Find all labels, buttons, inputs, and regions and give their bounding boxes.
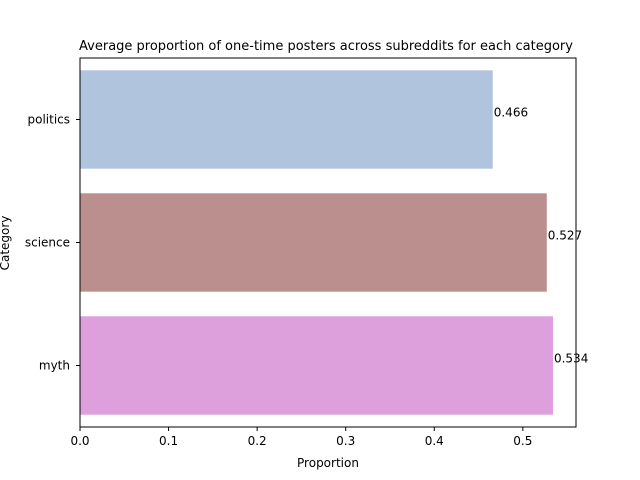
ticks-group: politics science myth 0.0 0.1 0.2 0.3 0.4 0.5 <box>25 113 533 449</box>
x-tick-label-2: 0.2 <box>248 434 267 448</box>
y-tick-label-politics: politics <box>27 113 70 127</box>
data-label-science: 0.527 <box>548 229 582 243</box>
y-axis-label: Category <box>0 216 12 271</box>
x-tick-label-5: 0.5 <box>513 434 532 448</box>
data-label-myth: 0.534 <box>554 352 588 366</box>
bar-science <box>80 193 547 292</box>
y-tick-label-myth: myth <box>39 359 70 373</box>
data-label-politics: 0.466 <box>494 106 528 120</box>
x-tick-label-1: 0.1 <box>159 434 178 448</box>
x-tick-label-4: 0.4 <box>425 434 444 448</box>
bar-politics <box>80 70 493 169</box>
x-tick-label-0: 0.0 <box>70 434 89 448</box>
y-tick-label-science: science <box>25 236 70 250</box>
plot-frame <box>79 57 577 428</box>
bar-myth <box>80 316 553 415</box>
x-axis-label: Proportion <box>297 456 359 470</box>
chart-title: Average proportion of one-time posters a… <box>79 39 573 54</box>
x-tick-label-3: 0.3 <box>336 434 355 448</box>
bars-group: 0.466 0.527 0.534 <box>80 70 588 415</box>
